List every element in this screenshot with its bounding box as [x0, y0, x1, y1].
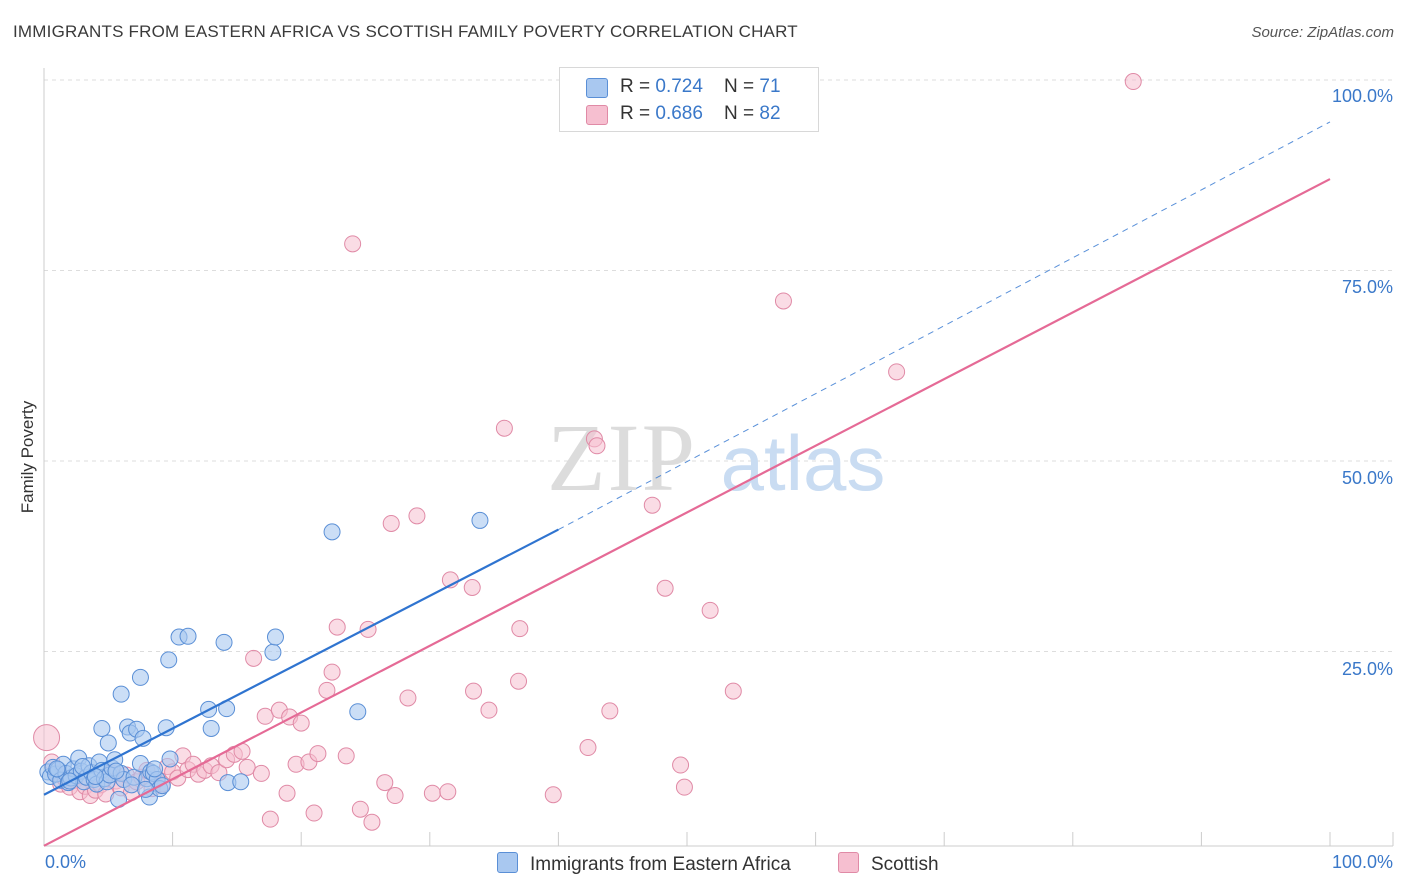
legend-r-value: 0.724 [655, 76, 703, 97]
blue-swatch-icon [586, 78, 608, 98]
scottish-point [344, 235, 362, 253]
scottish-point [480, 701, 498, 719]
scottish-point [238, 758, 256, 776]
eastern-africa-point [122, 776, 140, 794]
eastern-africa-point [112, 685, 130, 703]
scottish-point [774, 292, 792, 310]
trend-lines [43, 121, 1331, 847]
bottom-legend-scottish: Scottish [838, 852, 939, 876]
eastern-africa-point [131, 668, 149, 686]
scottish-point [363, 813, 381, 831]
scottish-point [1124, 73, 1142, 91]
eastern-africa-point [202, 719, 220, 737]
scottish-point [724, 682, 742, 700]
bottom-legend-label: Scottish [871, 854, 939, 875]
scottish-point [386, 787, 404, 805]
eastern-africa-point [93, 719, 111, 737]
eastern-africa-point [323, 523, 341, 541]
bottom-legend-eastern-africa: Immigrants from Eastern Africa [497, 852, 791, 876]
scottish-point [245, 649, 263, 667]
scottish-point [399, 689, 417, 707]
x-tick-0: 0.0% [45, 852, 87, 872]
axes [43, 68, 1394, 847]
eastern-africa-point [146, 760, 164, 778]
legend-r-label: R = [620, 103, 656, 124]
scottish-point [261, 810, 279, 828]
scottish-point [292, 714, 310, 732]
scottish-point [463, 578, 481, 596]
scottish-point [351, 800, 369, 818]
grid-lines [44, 79, 1393, 652]
legend-r-label: R = [620, 76, 656, 97]
watermark-atlas: atlas [721, 419, 886, 507]
scottish-point [337, 747, 355, 765]
eastern-africa-point [160, 651, 178, 669]
eastern-africa-trend-line [43, 528, 559, 796]
correlation-legend: R = 0.724 N = 71 R = 0.686 N = 82 [559, 67, 819, 132]
blue-swatch-icon [497, 852, 518, 873]
scottish-point [601, 702, 619, 720]
pink-swatch-icon [586, 105, 608, 125]
scottish-point [495, 419, 513, 437]
eastern-africa-point [48, 760, 66, 778]
eastern-africa-point [161, 750, 179, 768]
x-tick-100: 100.0% [1331, 852, 1393, 872]
y-tick-75: 75.0% [1341, 277, 1393, 297]
scottish-point [309, 745, 327, 763]
pink-swatch-icon [838, 852, 859, 873]
scottish-point [376, 774, 394, 792]
scottish-point [33, 724, 61, 752]
legend-r-value: 0.686 [655, 103, 703, 124]
eastern-africa-point [232, 773, 250, 791]
scottish-point [382, 514, 400, 532]
source-label: Source: ZipAtlas.com [1251, 24, 1394, 41]
eastern-africa-point [264, 643, 282, 661]
scottish-point [423, 784, 441, 802]
eastern-africa-point [266, 628, 284, 646]
scottish-point [672, 756, 690, 774]
scottish-point [656, 579, 674, 597]
eastern-africa-point [107, 762, 125, 780]
scottish-point [675, 778, 693, 796]
chart-title: IMMIGRANTS FROM EASTERN AFRICA VS SCOTTI… [13, 22, 798, 41]
scottish-point [701, 601, 719, 619]
watermark: ZIP atlas [547, 404, 885, 511]
scottish-point [643, 496, 661, 514]
y-tick-100: 100.0% [1331, 86, 1393, 106]
eastern-africa-trend-extension [558, 121, 1331, 531]
scottish-point [328, 618, 346, 636]
bottom-legend-label: Immigrants from Eastern Africa [530, 854, 791, 875]
legend-n-value: 82 [759, 103, 781, 124]
y-tick-50: 50.0% [1341, 468, 1393, 488]
eastern-africa-point [471, 511, 489, 529]
scottish-point [511, 620, 529, 638]
scottish-point [888, 363, 906, 381]
scottish-point [252, 764, 270, 782]
y-tick-25: 25.0% [1341, 659, 1393, 679]
y-axis-label: Family Poverty [18, 400, 37, 514]
scottish-point [510, 672, 528, 690]
eastern-africa-point [215, 633, 233, 651]
scottish-point [439, 783, 457, 801]
scottish-point [465, 682, 483, 700]
watermark-zip: ZIP [547, 404, 697, 511]
scottish-point [323, 663, 341, 681]
scottish-point [256, 707, 274, 725]
eastern-africa-point [349, 703, 367, 721]
legend-n-label: N = [724, 103, 760, 124]
scottish-point [579, 739, 597, 757]
legend-n-value: 71 [759, 76, 781, 97]
scottish-point [544, 786, 562, 804]
legend-n-label: N = [724, 76, 760, 97]
scottish-point [305, 804, 323, 822]
eastern-africa-point [179, 627, 197, 645]
scottish-point [408, 507, 426, 525]
scottish-point [588, 437, 606, 455]
eastern-africa-point [99, 734, 117, 752]
scottish-point [278, 784, 296, 802]
scottish-trend-line [43, 178, 1331, 847]
